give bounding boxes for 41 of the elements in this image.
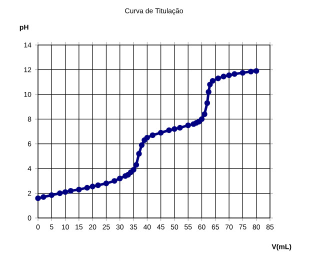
point bbox=[62, 189, 68, 195]
point bbox=[202, 111, 208, 118]
point bbox=[48, 192, 55, 198]
point bbox=[158, 130, 164, 136]
point bbox=[226, 72, 232, 78]
point bbox=[207, 82, 213, 88]
point bbox=[40, 194, 46, 200]
point bbox=[172, 126, 178, 132]
point bbox=[220, 74, 226, 80]
point bbox=[215, 76, 221, 82]
point bbox=[130, 166, 136, 173]
point bbox=[90, 184, 96, 190]
point bbox=[56, 190, 63, 196]
point bbox=[133, 162, 140, 168]
point bbox=[76, 186, 82, 192]
point bbox=[248, 68, 254, 74]
point bbox=[150, 132, 156, 138]
point bbox=[138, 142, 145, 148]
point bbox=[253, 68, 260, 74]
point bbox=[117, 176, 123, 182]
point bbox=[206, 89, 212, 95]
point bbox=[196, 118, 202, 124]
point bbox=[103, 180, 110, 186]
point bbox=[136, 150, 142, 157]
point bbox=[232, 71, 238, 77]
point bbox=[210, 78, 216, 84]
point bbox=[185, 122, 191, 128]
point bbox=[84, 184, 90, 191]
point bbox=[198, 116, 205, 122]
point bbox=[177, 124, 183, 131]
point bbox=[144, 134, 150, 141]
point bbox=[142, 137, 148, 143]
point bbox=[125, 172, 131, 178]
point bbox=[95, 182, 101, 188]
point bbox=[166, 127, 172, 134]
point bbox=[128, 169, 134, 176]
point bbox=[240, 70, 246, 76]
point bbox=[204, 100, 210, 106]
point bbox=[112, 178, 118, 184]
point bbox=[68, 188, 74, 194]
point bbox=[35, 195, 41, 202]
